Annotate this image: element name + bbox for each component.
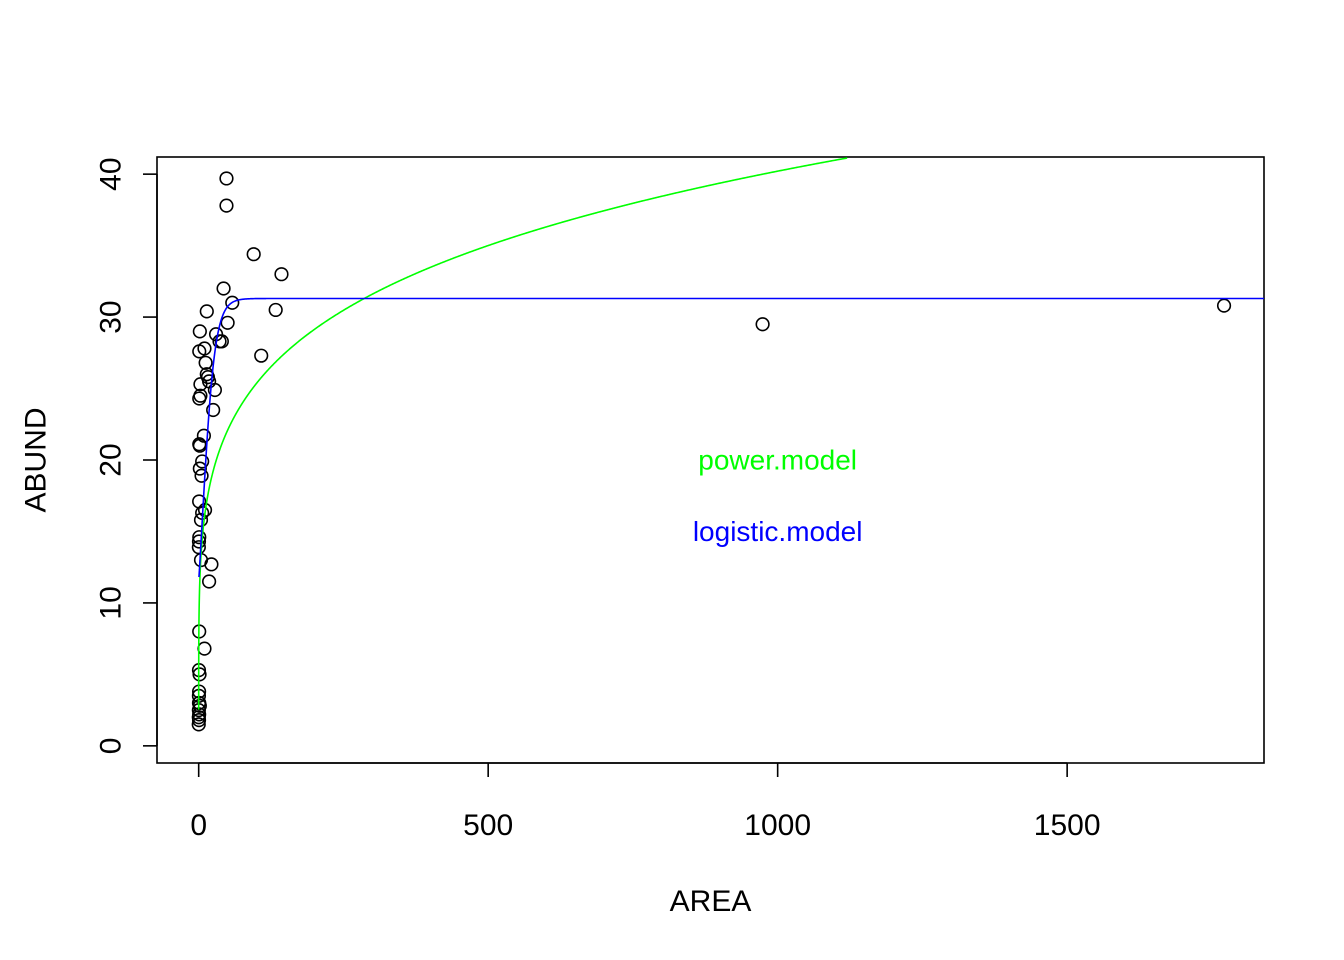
x-tick-label: 1500 xyxy=(1034,809,1101,842)
model-annotations: power.model logistic.model xyxy=(693,445,863,547)
data-point xyxy=(202,574,217,589)
x-axis: 0 500 1000 1500 xyxy=(190,762,1101,842)
y-tick-label: 20 xyxy=(95,443,128,476)
logistic-model-label: logistic.model xyxy=(693,516,863,547)
data-point xyxy=(219,171,234,186)
fit-lines xyxy=(197,157,1264,710)
data-point xyxy=(192,461,207,476)
data-point xyxy=(191,713,207,728)
data-point xyxy=(192,667,207,682)
y-tick-label: 30 xyxy=(95,300,128,333)
x-axis-title: AREA xyxy=(670,885,752,918)
power-model-line xyxy=(197,157,848,710)
data-point xyxy=(191,540,206,555)
data-point xyxy=(191,717,206,732)
data-point xyxy=(207,382,222,398)
data-point xyxy=(191,534,207,549)
data-point xyxy=(193,388,208,403)
power-model-label: power.model xyxy=(698,445,857,476)
data-point xyxy=(1216,298,1232,313)
data-point xyxy=(193,377,208,392)
data-point xyxy=(206,402,221,418)
y-axis: 0 10 20 30 40 xyxy=(95,157,158,754)
data-point xyxy=(197,341,212,356)
data-point xyxy=(274,267,289,282)
data-point xyxy=(268,302,283,318)
data-point xyxy=(192,324,207,339)
data-point xyxy=(198,355,213,370)
data-point xyxy=(195,454,210,469)
data-point xyxy=(192,437,207,452)
y-tick-label: 10 xyxy=(95,586,128,619)
data-point xyxy=(194,468,209,483)
y-tick-label: 0 xyxy=(95,738,128,755)
data-point xyxy=(216,281,231,296)
data-point xyxy=(254,348,269,363)
x-tick-label: 1000 xyxy=(744,809,811,842)
x-tick-label: 0 xyxy=(190,809,207,842)
data-point xyxy=(192,530,207,545)
data-point xyxy=(193,512,209,528)
data-point xyxy=(225,295,240,310)
data-point xyxy=(192,494,207,509)
y-tick-label: 40 xyxy=(95,157,128,190)
logistic-model-line xyxy=(198,297,1264,578)
data-point xyxy=(219,198,234,213)
data-point xyxy=(197,641,212,656)
x-tick-label: 500 xyxy=(463,809,513,842)
data-point xyxy=(220,315,235,330)
data-point xyxy=(755,317,770,332)
y-axis-title: ABUND xyxy=(20,407,53,512)
data-point xyxy=(192,698,207,713)
data-point xyxy=(199,304,214,319)
data-point xyxy=(196,428,211,443)
data-point xyxy=(246,247,261,262)
